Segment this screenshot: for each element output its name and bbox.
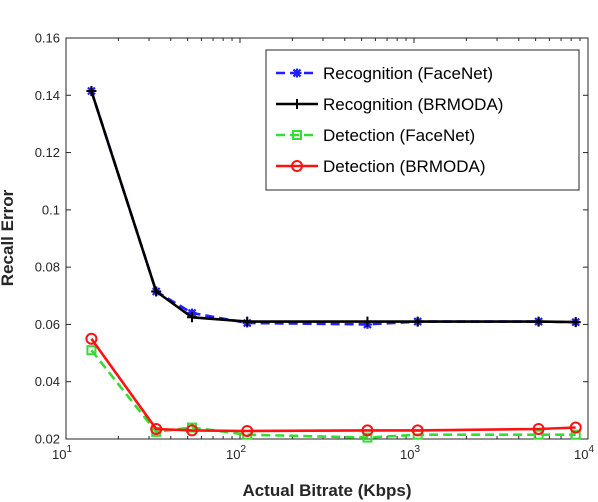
x-tick-label: 102 [226, 444, 246, 462]
x-tick-label: 104 [574, 444, 594, 462]
data-point [362, 316, 373, 327]
legend-item: Detection (BRMODA) [276, 157, 485, 176]
data-point [292, 130, 302, 140]
x-tick-base: 10 [226, 447, 240, 462]
data-point [151, 286, 162, 297]
series-line [90, 90, 576, 324]
data-point [412, 316, 423, 327]
y-axis-ticks: 0.02 0.04 0.06 0.08 0.1 0.12 0.14 0.16 [35, 31, 588, 447]
data-point [292, 99, 302, 109]
x-tick-base: 10 [400, 447, 414, 462]
x-axis-ticks: 101 102 103 104 [52, 38, 594, 462]
legend-item: Recognition (BRMODA) [276, 95, 503, 114]
y-axis-title: Recall Error [0, 189, 17, 286]
legend-label: Detection (FaceNet) [323, 126, 475, 145]
x-tick-exponent: 4 [588, 444, 594, 455]
data-point [532, 422, 545, 435]
x-tick-label: 101 [52, 444, 72, 462]
y-tick-label: 0.02 [35, 432, 60, 447]
x-tick-base: 10 [574, 447, 588, 462]
data-point [533, 316, 544, 327]
x-tick-exponent: 1 [66, 444, 72, 455]
x-tick-base: 10 [52, 447, 66, 462]
legend: Recognition (FaceNet) Recognition (BRMODA… [265, 49, 580, 191]
y-tick-label: 0.04 [35, 374, 60, 389]
y-tick-label: 0.06 [35, 317, 60, 332]
data-point [569, 421, 582, 434]
data-point [86, 345, 97, 356]
legend-box [265, 49, 580, 191]
y-tick-label: 0.14 [35, 88, 60, 103]
data-point [533, 429, 544, 440]
y-tick-label: 0.16 [35, 31, 60, 46]
data-point [292, 68, 302, 78]
y-tick-label: 0.12 [35, 145, 60, 160]
series-recognition-brmoda [86, 85, 581, 328]
data-point [187, 312, 198, 323]
series-layer [85, 85, 582, 443]
series-detection-brmoda [85, 332, 582, 437]
data-point [186, 424, 199, 437]
data-point [242, 316, 253, 327]
data-point [150, 422, 163, 435]
legend-item: Recognition (FaceNet) [276, 64, 493, 83]
data-point [411, 424, 424, 437]
data-point [570, 317, 581, 328]
x-axis-title: Actual Bitrate (Kbps) [242, 481, 411, 500]
data-point [85, 332, 98, 345]
data-point [570, 429, 581, 440]
x-tick-exponent: 3 [414, 444, 420, 455]
legend-label: Detection (BRMODA) [323, 157, 485, 176]
y-tick-label: 0.1 [42, 202, 60, 217]
data-point [291, 160, 303, 172]
x-tick-exponent: 2 [240, 444, 246, 455]
data-point [362, 432, 373, 443]
data-point [86, 85, 97, 96]
y-tick-label: 0.08 [35, 260, 60, 275]
legend-item: Detection (FaceNet) [276, 126, 475, 145]
data-point [241, 424, 254, 437]
series-line [90, 349, 576, 439]
legend-label: Recognition (FaceNet) [323, 64, 493, 83]
x-tick-label: 103 [400, 444, 420, 462]
data-point [361, 424, 374, 437]
legend-label: Recognition (BRMODA) [323, 95, 503, 114]
